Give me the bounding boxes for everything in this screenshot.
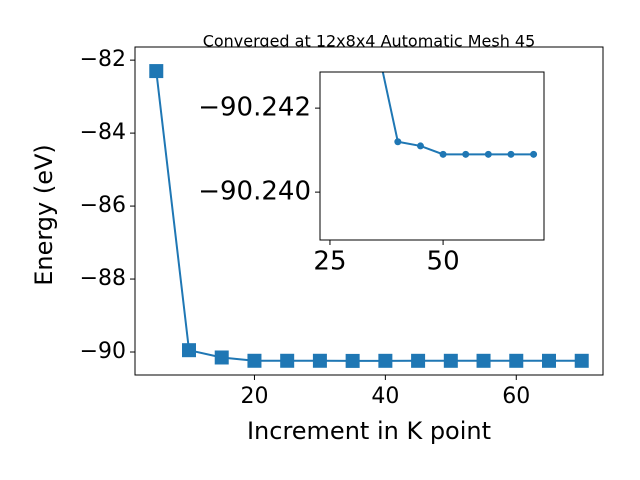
axes: 25 50 −90.242 −90.240 — [198, 71, 545, 277]
series-line — [381, 72, 534, 156]
y-tick-label: −90.240 — [198, 177, 311, 207]
axes-frame — [319, 71, 545, 241]
marker — [280, 353, 295, 368]
chart-title: Converged at 12x8x4 Automatic Mesh 45 — [203, 32, 536, 51]
y-tick-label: −90 — [80, 339, 126, 364]
marker — [507, 150, 515, 158]
marker — [476, 353, 491, 368]
marker — [530, 150, 538, 158]
marker — [378, 353, 393, 368]
marker — [411, 353, 426, 368]
plot-area — [320, 72, 544, 240]
marker — [182, 343, 196, 358]
marker — [312, 353, 327, 368]
x-tick-label: 20 — [240, 384, 268, 409]
marker — [416, 142, 424, 150]
y-axis-label: Energy (eV) — [30, 144, 58, 286]
y-tick-label: −84 — [80, 120, 126, 145]
marker — [443, 353, 458, 368]
marker — [574, 353, 589, 368]
x-tick-label: 50 — [427, 247, 460, 277]
axes-frame — [134, 46, 604, 376]
y-tick-label: −90.242 — [198, 93, 311, 123]
marker — [509, 353, 524, 368]
marker — [214, 350, 229, 365]
y-tick-label: −88 — [80, 266, 126, 291]
y-tick-label: −82 — [80, 47, 126, 72]
x-tick-label: 60 — [502, 384, 530, 409]
plot-content — [149, 64, 589, 368]
marker — [149, 64, 164, 79]
x-tick-label: 40 — [371, 384, 399, 409]
x-tick-label: 25 — [313, 247, 346, 277]
plot-content — [381, 72, 538, 158]
marker — [247, 353, 262, 368]
marker — [542, 353, 556, 368]
marker — [462, 150, 470, 158]
marker — [345, 353, 360, 368]
x-axis-label: Increment in K point — [247, 417, 491, 445]
marker — [439, 150, 447, 158]
marker — [484, 150, 492, 158]
y-tick-label: −86 — [80, 193, 126, 218]
marker — [394, 138, 402, 146]
